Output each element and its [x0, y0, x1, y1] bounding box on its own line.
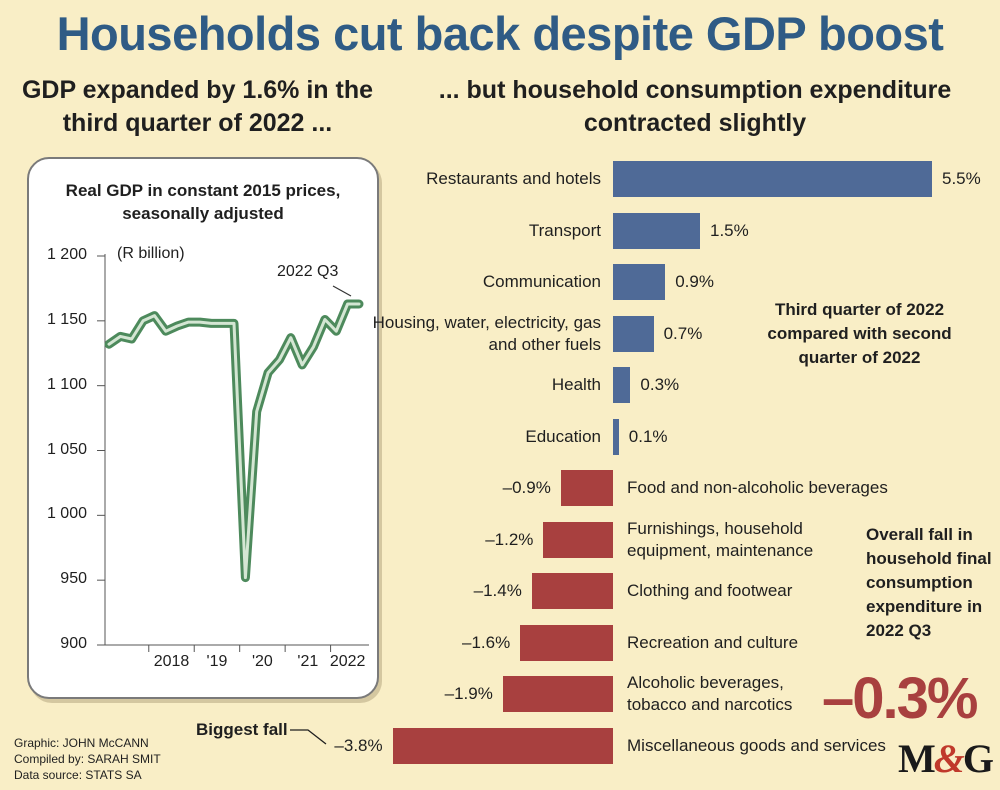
bar-category-label: Furnishings, household equipment, mainte… [627, 518, 814, 560]
bar-category-label: Alcoholic beverages, tobacco and narcoti… [627, 673, 793, 714]
bar-positive [613, 315, 654, 352]
gdp-chart-title: Real GDP in constant 2015 prices, season… [65, 181, 341, 223]
gdp-y-axis-label: (R billion) [117, 245, 185, 262]
bar-negative [560, 470, 613, 506]
bar-value-label: –1.2% [485, 529, 534, 549]
bar-value-label: –1.6% [462, 632, 511, 652]
bar-value-label: 1.5% [710, 220, 749, 240]
gdp-y-tick-label: 950 [60, 570, 87, 588]
bar-value-label: 5.5% [942, 169, 981, 188]
bar-value-label: 0.1% [628, 426, 668, 446]
overall-fall-value: –0.3% [822, 666, 978, 731]
biggest-fall-label: Biggest fall [196, 720, 288, 739]
bar-negative [392, 727, 613, 764]
bar-category-label: Health [551, 375, 601, 394]
gdp-x-tick-label: '21 [297, 653, 319, 670]
bar-negative [502, 676, 613, 712]
gdp-annotation-leader [332, 285, 352, 297]
bar-value-label: –1.9% [444, 684, 493, 703]
bar-category-label: Communication [482, 272, 601, 291]
gdp-y-tick-label: 1 150 [46, 310, 87, 328]
bar-positive [613, 418, 619, 455]
gdp-y-tick-label: 1 200 [46, 246, 87, 263]
bar-value-label: –1.4% [473, 581, 522, 600]
gdp-x-tick-label: '19 [206, 653, 228, 670]
bar-value-label: –0.9% [502, 478, 551, 497]
gdp-y-tick-label: 1 000 [46, 505, 87, 523]
bar-category-label: Transport [528, 220, 601, 240]
subtitle-left: GDP expanded by 1.6% in the third quarte… [21, 76, 374, 137]
subtitle-right: ... but household consumption expenditur… [438, 76, 952, 137]
credit-source: Data source: STATS SA [14, 768, 142, 782]
gdp-y-tick-label: 1 100 [46, 375, 87, 393]
mg-logo: M&G [898, 736, 994, 781]
bar-negative [520, 624, 613, 661]
bar-category-label: Restaurants and hotels [426, 169, 601, 188]
credit-compiled: Compiled by: SARAH SMIT [14, 752, 161, 766]
bar-positive [613, 212, 700, 249]
credits: Graphic: JOHN McCANN Compiled by: SARAH … [14, 735, 161, 783]
bar-value-label: 0.3% [640, 375, 680, 394]
bar-positive [613, 161, 932, 197]
bar-negative [531, 573, 613, 609]
bar-category-label: Food and non-alcoholic beverages [627, 478, 888, 497]
bar-chart-title: Third quarter of 2022 compared with seco… [767, 300, 952, 367]
gdp-plot-area [97, 254, 369, 652]
bar-category-label: Education [525, 426, 601, 446]
overall-fall-note: Overall fall in household final consumpt… [866, 525, 992, 640]
gdp-x-tick-label: 2022 [329, 653, 366, 670]
gdp-annotation-label: 2022 Q3 [277, 263, 339, 280]
bar-positive [613, 367, 631, 403]
bar-category-label: Miscellaneous goods and services [627, 735, 886, 755]
bar-value-label: 0.7% [663, 323, 703, 343]
gdp-series-line [107, 302, 361, 580]
gdp-line-chart: Real GDP in constant 2015 prices, season… [27, 157, 379, 699]
gdp-y-tick-label: 1 050 [46, 440, 87, 458]
bar-positive [613, 264, 666, 300]
gdp-x-tick-label: '20 [251, 653, 273, 670]
bar-category-label: Recreation and culture [627, 632, 799, 652]
credit-graphic: Graphic: JOHN McCANN [14, 736, 149, 750]
bar-value-label: –3.8% [334, 735, 383, 755]
bar-category-label: Housing, water, electricity, gas and oth… [372, 312, 601, 354]
gdp-y-tick-label: 900 [60, 635, 87, 652]
main-title: Households cut back despite GDP boost [56, 7, 944, 60]
bar-negative [543, 521, 613, 558]
gdp-x-tick-label: 2018 [153, 653, 190, 670]
bar-category-label: Clothing and footwear [627, 581, 793, 600]
bar-value-label: 0.9% [675, 272, 714, 291]
